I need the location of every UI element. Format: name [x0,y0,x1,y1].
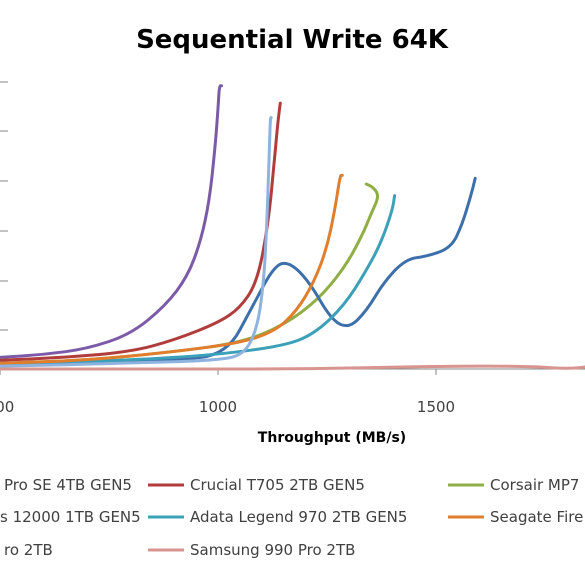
series-line-5 [0,173,344,365]
legend-label-7: Samsung 990 Pro 2TB [190,541,355,559]
legend: Pro SE 4TB GEN5 Crucial T705 2TB GEN5 Cors… [0,476,583,559]
series-line-1 [0,101,282,362]
chart-title: Sequential Write 64K [136,25,449,55]
x-axis-ticks: 500 1000 1500 [0,369,455,416]
legend-label-0: Pro SE 4TB GEN5 [4,476,132,494]
legend-label-6: ro 2TB [4,541,53,559]
series-line-3 [0,176,477,365]
series-line-4 [0,194,397,365]
legend-label-1: Crucial T705 2TB GEN5 [190,476,365,494]
x-tick-label-1500: 1500 [417,398,455,416]
x-tick-label-500: 500 [0,398,14,416]
series-line-7 [0,364,585,371]
series-line-0 [0,84,223,359]
gridlines [0,81,8,331]
series-lines [0,84,585,371]
legend-label-3: s 12000 1TB GEN5 [0,508,141,526]
legend-label-5: Seagate Fire [490,508,583,526]
x-axis-label: Throughput (MB/s) [258,430,406,446]
series-line-6 [0,116,273,368]
legend-label-4: Adata Legend 970 2TB GEN5 [190,508,407,526]
x-tick-label-1000: 1000 [199,398,237,416]
legend-label-2: Corsair MP7 [490,476,579,494]
